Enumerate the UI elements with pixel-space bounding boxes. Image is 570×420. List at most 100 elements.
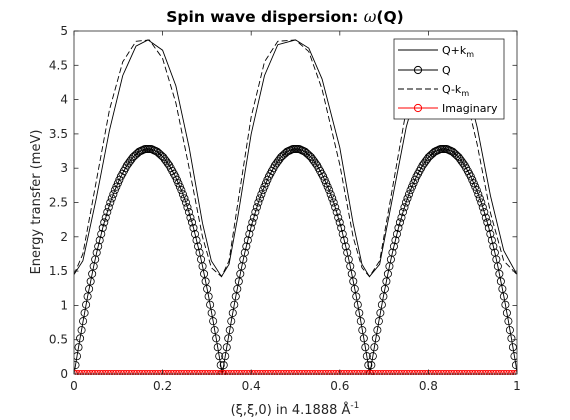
series-q-point [252,203,261,212]
series-q-point [156,150,165,159]
series-q-point [379,292,388,301]
series-q-point [88,269,97,278]
series-q-point [395,218,404,227]
series-q-point [301,147,310,156]
series-q-point [76,334,85,343]
series-q-point [177,186,186,195]
series-q-point [175,182,184,191]
legend-item-q-minus-km: Q-km [398,83,469,98]
series-q-point [480,208,489,217]
series-q-point [307,153,316,162]
series-q-point [501,300,510,309]
series-q-point [302,149,311,158]
series-q-point [245,230,254,239]
y-axis-label: Energy transfer (meV) [29,130,44,275]
series-q-point [358,326,367,335]
y-tick-label: 5 [60,24,68,38]
series-q-point [508,343,517,352]
series-q-point [507,334,516,343]
series-q-point [383,269,392,278]
series-q-point [505,326,514,335]
series-q-point [234,277,243,286]
series-q-point [319,172,328,181]
series-q-point [483,218,492,227]
series-q-point [186,213,195,222]
series-q-point [92,248,101,257]
series-q-point [397,213,406,222]
series-q-point [242,242,251,251]
legend-label-q-plus-km: Q+km [442,44,474,59]
series-q-point [79,317,88,326]
series-q-point [273,157,282,166]
series-q-point [124,159,133,168]
y-tick-label: 3.5 [49,127,68,141]
series-q-point [122,161,131,170]
series-q-point [475,194,484,203]
series-q-point [171,172,180,181]
series-q-point [502,308,511,317]
series-q-point [472,186,481,195]
series-q-point [456,155,465,164]
series-q-point [511,361,517,370]
series-q-point [209,317,218,326]
series-q-point [346,262,355,271]
series-q-point [246,223,255,232]
series-q-point [240,248,249,257]
series-q-point [474,190,483,199]
series-q-point [406,186,415,195]
x-axis-label: (ξ,ξ,0) in 4.1888 Å-1 [231,401,360,418]
series-q-point [326,190,335,199]
legend-marker-red-circle [413,103,423,113]
series-q-point [350,284,359,293]
series-q-point [112,182,121,191]
series-q-point [388,248,397,257]
series-q-point [278,151,287,160]
series-q-point [392,230,401,239]
series-q-point [83,292,92,301]
series-q-point [499,292,508,301]
series-q-point [349,277,358,286]
series-q-point [95,236,104,245]
series-q-point [187,218,196,227]
series-q-point [113,179,122,188]
series-q-point [304,150,313,159]
series-q-point [404,190,413,199]
series-q-point [338,230,347,239]
series-q-point [80,308,89,317]
series-q-point [258,186,267,195]
x-tick-label: 0 [70,379,78,393]
legend-item-imaginary: Imaginary [398,102,498,115]
series-q-point [320,175,329,184]
y-tick-label: 3 [60,161,68,175]
series-q-point [86,277,95,286]
series-q-point [194,242,203,251]
series-q-point [85,284,94,293]
series-q-point [403,194,412,203]
series-q-point [130,151,139,160]
series-q-point [391,236,400,245]
series-q-point [206,300,215,309]
series-q-point [222,343,231,352]
y-tick-label: 2 [60,230,68,244]
series-q-point [172,175,181,184]
series-q-point [207,308,216,317]
series-q-point [178,190,187,199]
series-q-point [189,223,198,232]
series-q-point [109,190,118,199]
series-q-point [426,151,435,160]
legend-marker-circle [413,65,423,75]
series-q-point [341,242,350,251]
series-q-point [371,334,380,343]
x-tick-label: 0.2 [153,379,172,393]
series-q-point [332,208,341,217]
series-q-point [335,218,344,227]
series-q-point [104,203,113,212]
legend-item-q-plus-km: Q+km [398,44,474,59]
legend: Q+km Q Q-km Imaginary [393,38,505,120]
chart-title-main: Spin wave dispersion: [166,8,364,26]
series-q-point [74,361,80,370]
series-q-point [215,352,224,361]
series-q-point [204,292,213,301]
series-q-point [213,343,222,352]
